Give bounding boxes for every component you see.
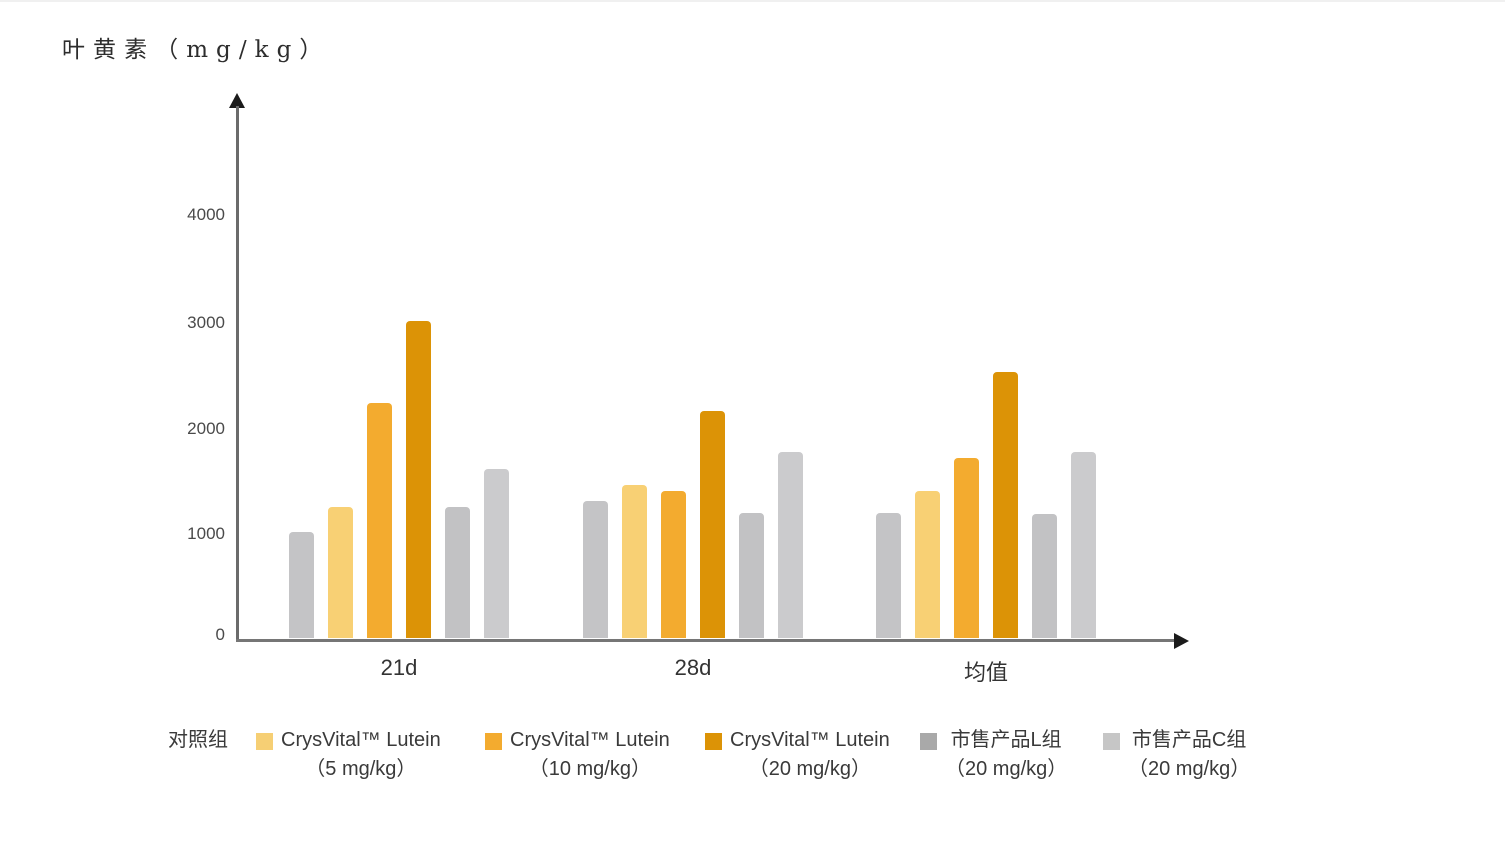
bar-crysvital-20-g1 xyxy=(700,410,725,638)
bar-market-l-g1 xyxy=(739,513,764,638)
y-tick-label: 4000 xyxy=(187,205,225,224)
legend-label: CrysVital™ Lutein xyxy=(281,729,441,751)
y-tick-label: 2000 xyxy=(187,419,225,438)
legend-item: 对照组 xyxy=(168,726,228,755)
y-tick-label: 1000 xyxy=(187,524,225,543)
bar-crysvital-5-g2 xyxy=(915,491,940,638)
bar-market-c-g2 xyxy=(1071,451,1096,638)
bar-group-28d xyxy=(583,410,803,638)
legend-text: CrysVital™ Lutein （20 mg/kg） xyxy=(730,726,890,784)
legend-swatch xyxy=(705,733,722,750)
legend-sublabel: （20 mg/kg） xyxy=(945,758,1068,780)
bar-crysvital-20-g2 xyxy=(993,371,1018,638)
legend-swatch xyxy=(485,733,502,750)
bar-crysvital-10-g2 xyxy=(954,458,979,638)
y-axis-line xyxy=(236,106,239,640)
legend-text: 市售产品C组 （20 mg/kg） xyxy=(1128,726,1250,784)
legend-item: 市售产品C组 （20 mg/kg） xyxy=(1103,726,1250,784)
legend-sublabel: （5 mg/kg） xyxy=(305,758,417,780)
legend-item: CrysVital™ Lutein （10 mg/kg） xyxy=(485,726,670,784)
category-label: 均值 xyxy=(963,660,1008,685)
page-title: 叶黄素（mg/kg） xyxy=(62,37,331,63)
legend-item: CrysVital™ Lutein （5 mg/kg） xyxy=(256,726,441,784)
bar-crysvital-5-g0 xyxy=(328,506,353,638)
bar-market-l-g0 xyxy=(445,506,470,638)
legend-text: 对照组 xyxy=(168,726,228,755)
x-axis-arrow-icon xyxy=(1174,633,1189,649)
bar-crysvital-5-g1 xyxy=(622,484,647,638)
y-axis-arrow-icon xyxy=(229,93,245,108)
bar-crysvital-10-g1 xyxy=(661,491,686,638)
legend-swatch xyxy=(920,733,937,750)
legend-sublabel: （20 mg/kg） xyxy=(1128,758,1251,780)
legend-swatch xyxy=(1103,733,1120,750)
legend-label: 对照组 xyxy=(168,729,228,751)
legend-text: 市售产品L组 （20 mg/kg） xyxy=(945,726,1067,784)
y-tick-label: 3000 xyxy=(187,313,225,332)
bar-crysvital-10-g0 xyxy=(367,403,392,638)
legend-label: CrysVital™ Lutein xyxy=(730,729,890,751)
x-axis-line xyxy=(236,639,1175,642)
bar-crysvital-20-g0 xyxy=(406,320,431,638)
legend-swatch xyxy=(256,733,273,750)
legend-sublabel: （10 mg/kg） xyxy=(528,758,651,780)
category-label: 21d xyxy=(380,655,418,680)
bar-market-l-g2 xyxy=(1032,514,1057,638)
legend-label: 市售产品C组 xyxy=(1131,729,1247,751)
legend-sublabel: （20 mg/kg） xyxy=(748,758,871,780)
bar-group-21d xyxy=(289,320,509,638)
bar-control-g2 xyxy=(876,513,901,638)
legend-item: 市售产品L组 （20 mg/kg） xyxy=(920,726,1067,784)
bar-market-c-g0 xyxy=(484,468,509,638)
legend-text: CrysVital™ Lutein （5 mg/kg） xyxy=(281,726,441,784)
bar-market-c-g1 xyxy=(778,451,803,638)
bar-control-g1 xyxy=(583,500,608,638)
legend-item: CrysVital™ Lutein （20 mg/kg） xyxy=(705,726,890,784)
category-label: 28d xyxy=(674,655,712,680)
bar-control-g0 xyxy=(289,532,314,638)
bar-group-mean xyxy=(876,371,1096,638)
legend-label: CrysVital™ Lutein xyxy=(510,729,670,751)
y-tick-label: 0 xyxy=(215,625,225,644)
legend-text: CrysVital™ Lutein （10 mg/kg） xyxy=(510,726,670,784)
legend-label: 市售产品L组 xyxy=(950,729,1062,751)
